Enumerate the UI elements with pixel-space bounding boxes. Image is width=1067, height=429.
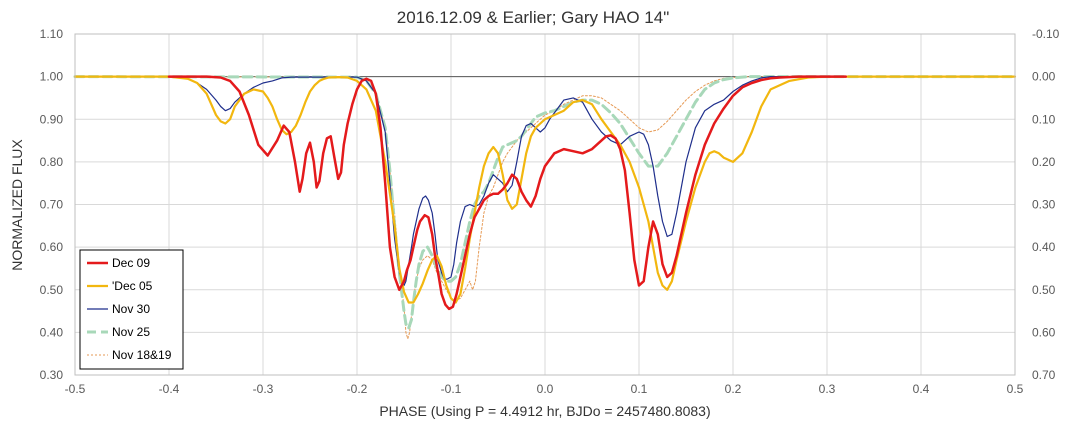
legend-label: Dec 09 (112, 256, 150, 270)
y2-axis-ticks: 0.70 0.60 0.50 0.40 0.30 0.20 0.10 0.00 -0.10 (1032, 27, 1060, 382)
legend-label: Nov 18&19 (112, 348, 172, 362)
y2-tick-label: 0.20 (1032, 155, 1056, 169)
legend: Dec 09 'Dec 05 Nov 30 Nov 25 Nov 18&19 (79, 249, 184, 370)
y2-tick-label: 0.00 (1032, 70, 1056, 84)
y-tick-label: 0.90 (40, 112, 64, 126)
y-tick-label: 0.70 (40, 198, 64, 212)
y2-tick-label: 0.10 (1032, 112, 1056, 126)
y-axis-ticks: 0.30 0.40 0.50 0.60 0.70 0.80 0.90 1.00 1.10 (40, 27, 64, 382)
y2-tick-label: -0.10 (1032, 27, 1060, 41)
x-tick-label: 0.0 (537, 382, 554, 396)
series-line-2 (74, 76, 1016, 287)
y-tick-label: 0.40 (40, 325, 64, 339)
legend-label: Nov 25 (112, 325, 150, 339)
y-tick-label: 0.30 (40, 368, 64, 382)
y-axis-title: NORMALIZED FLUX (9, 139, 25, 271)
y2-tick-label: 0.70 (1032, 368, 1056, 382)
y2-tick-label: 0.50 (1032, 283, 1056, 297)
x-tick-label: 0.3 (819, 382, 836, 396)
plot-area-frame (74, 33, 1016, 376)
y2-tick-label: 0.30 (1032, 198, 1056, 212)
y2-tick-label: 0.40 (1032, 240, 1056, 254)
x-tick-label: 0.5 (1007, 382, 1024, 396)
x-axis-ticks: -0.5 -0.4 -0.3 -0.2 -0.1 0.0 0.1 0.2 0.3 0.4 0.5 (65, 382, 1024, 396)
x-tick-label: -0.1 (441, 382, 462, 396)
x-tick-label: -0.2 (347, 382, 368, 396)
legend-label: Nov 30 (112, 302, 150, 316)
y-tick-label: 0.50 (40, 283, 64, 297)
y-tick-label: 0.60 (40, 240, 64, 254)
chart-title: 2016.12.09 & Earlier; Gary HAO 14" (397, 8, 670, 27)
x-tick-label: -0.5 (65, 382, 86, 396)
x-tick-label: 0.4 (913, 382, 930, 396)
y-tick-label: 1.10 (40, 27, 64, 41)
y-tick-label: 1.00 (40, 70, 64, 84)
x-tick-label: -0.4 (159, 382, 180, 396)
series-line-3 (73, 75, 1017, 330)
x-tick-label: -0.3 (253, 382, 274, 396)
legend-label: 'Dec 05 (112, 279, 153, 293)
x-tick-label: 0.1 (631, 382, 648, 396)
x-tick-label: 0.2 (725, 382, 742, 396)
series-line-0 (167, 75, 848, 311)
x-axis-title: PHASE (Using P = 4.4912 hr, BJDo = 24574… (379, 403, 710, 419)
y-tick-label: 0.80 (40, 155, 64, 169)
y2-tick-label: 0.60 (1032, 325, 1056, 339)
series-group (73, 75, 1017, 340)
